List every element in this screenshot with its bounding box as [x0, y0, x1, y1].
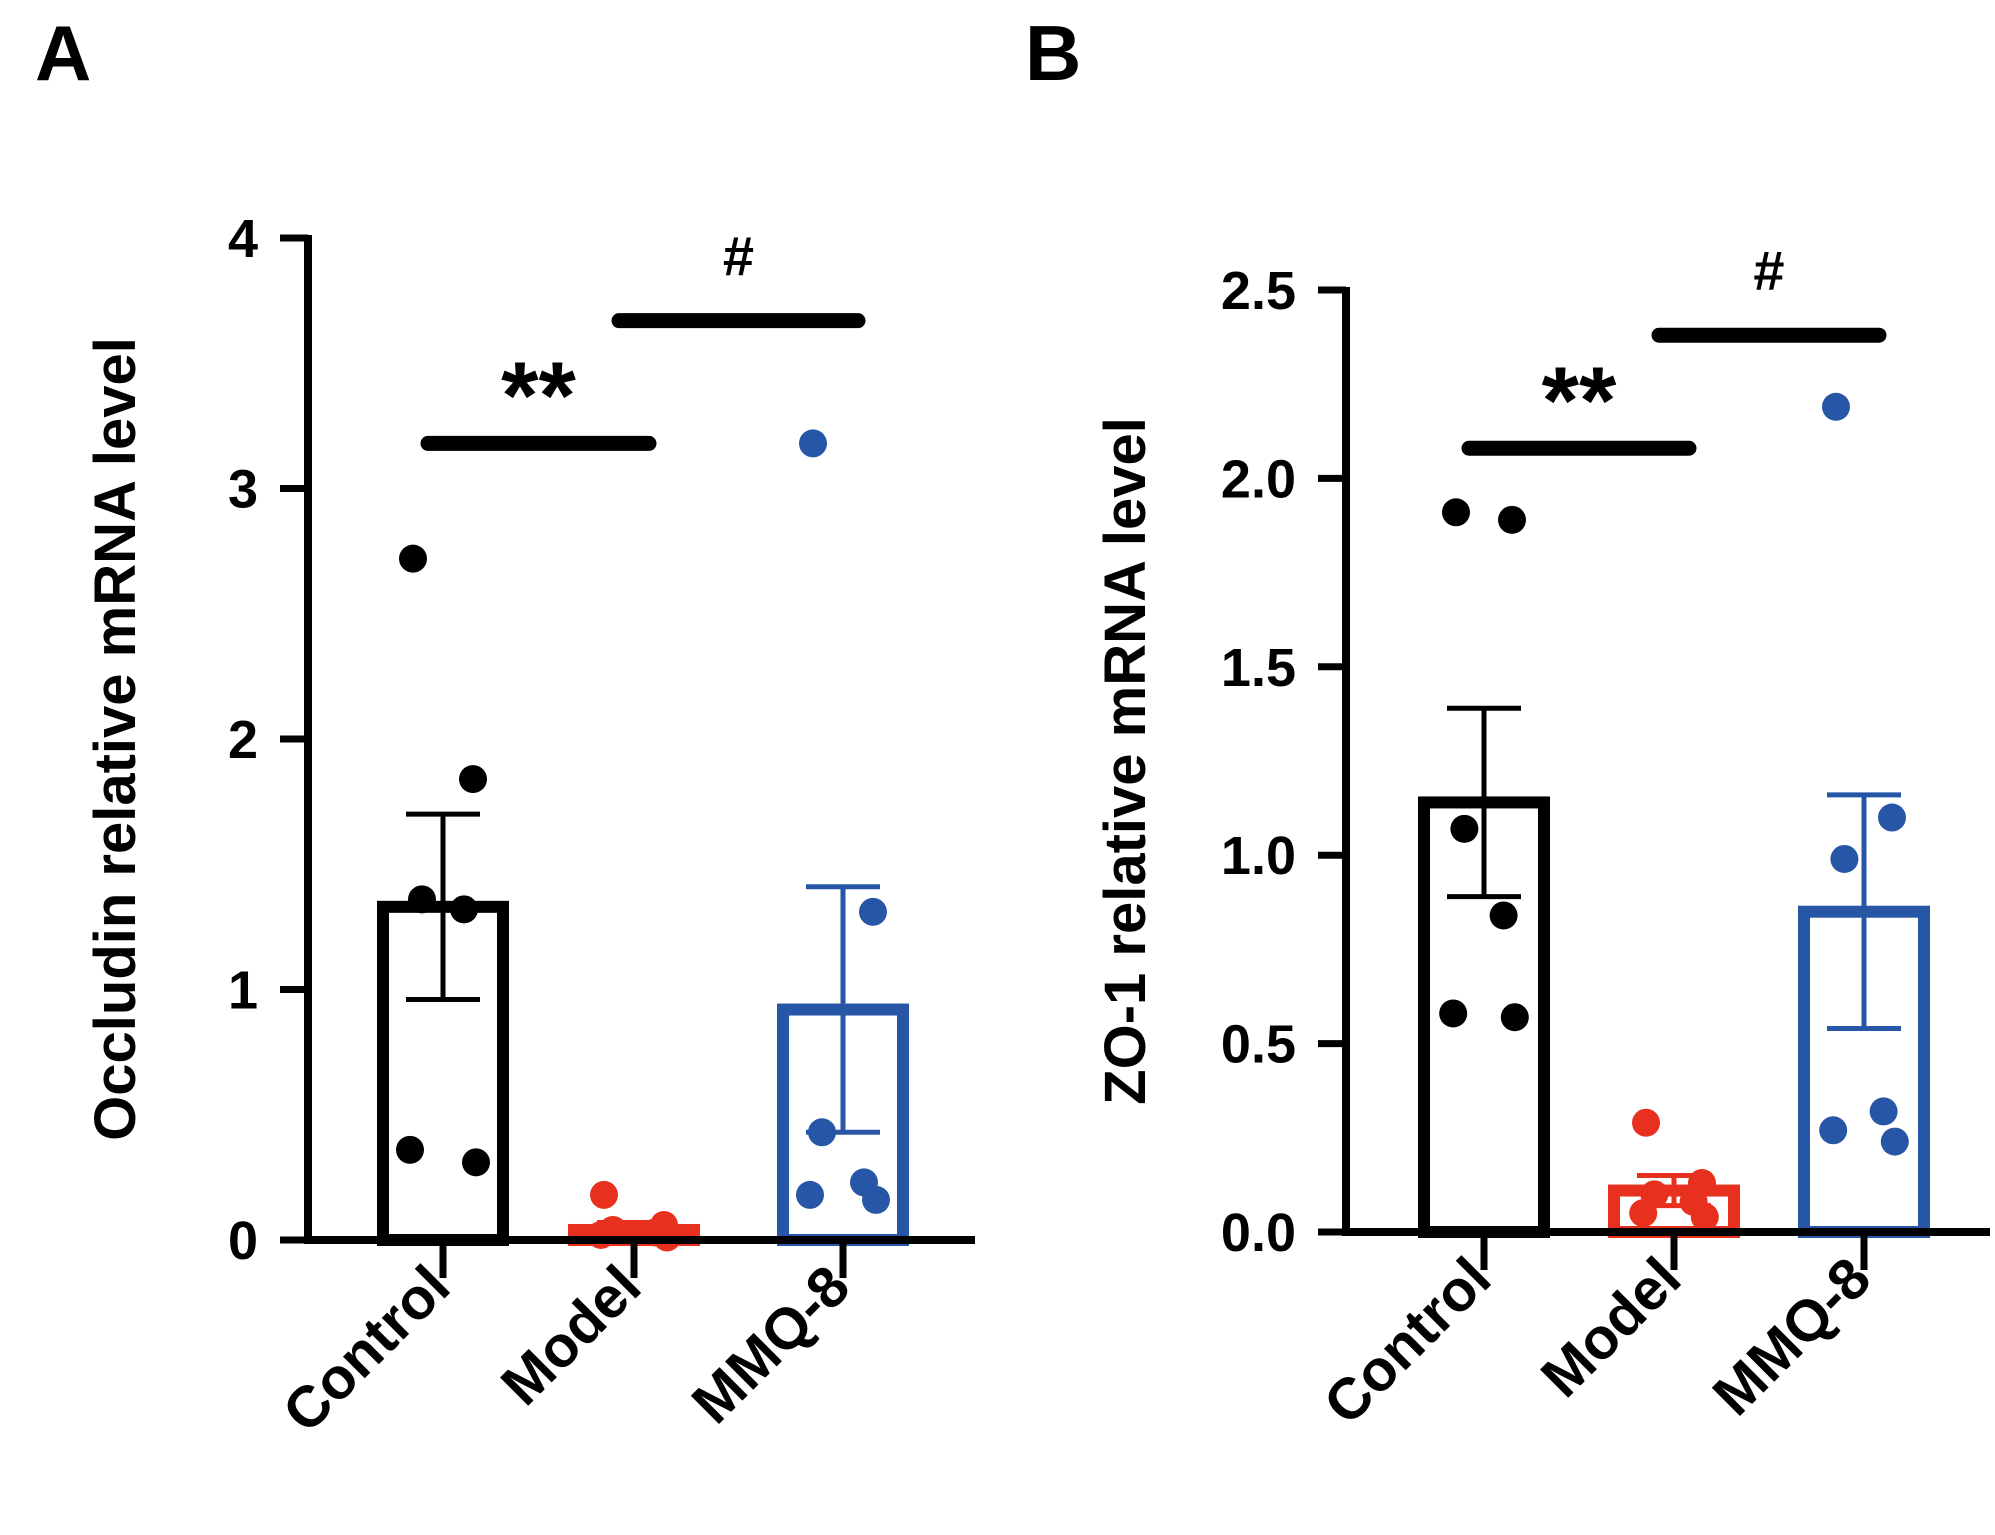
data-point: [1489, 901, 1518, 930]
y-tick-label: 0: [228, 1211, 258, 1271]
data-point: [1498, 505, 1526, 534]
significance-label: #: [723, 225, 754, 288]
data-point: [1869, 1097, 1898, 1126]
data-point: [1880, 1127, 1909, 1156]
significance-label: **: [501, 342, 576, 449]
y-axis-label: ZO-1 relative mRNA level: [1093, 417, 1158, 1105]
data-point: [459, 765, 487, 794]
y-tick-label: 4: [228, 209, 258, 269]
x-tick-label: Model: [1529, 1245, 1693, 1409]
data-point: [462, 1148, 490, 1177]
x-tick-label: MMQ-8: [680, 1253, 863, 1436]
panel-b: B ZO-1 relative mRNA level 0.0 0.5 1.0 1.5 2.0…: [1025, 9, 1990, 1437]
panel-a: A Occludin relative mRNA level 0 1 2 3 4 Contro…: [35, 9, 975, 1445]
y-axis-label: Occludin relative mRNA level: [83, 337, 148, 1141]
data-point: [1629, 1199, 1658, 1228]
y-tick-label: 1.5: [1221, 638, 1296, 698]
data-point: [1819, 1116, 1848, 1145]
y-tick-label: 2.0: [1221, 449, 1296, 509]
significance-label: #: [1753, 239, 1784, 302]
data-point: [1450, 814, 1479, 843]
y-tick-label: 1.0: [1221, 826, 1296, 886]
data-point: [1830, 844, 1859, 873]
data-point: [799, 429, 827, 458]
y-tick-label: 1: [228, 961, 258, 1021]
data-point: [396, 1135, 424, 1164]
data-point: [808, 1118, 836, 1147]
data-point: [587, 1220, 615, 1249]
data-point: [408, 885, 436, 914]
x-tick-label: Control: [1311, 1245, 1503, 1437]
data-point: [862, 1185, 890, 1214]
y-tick-label: 3: [228, 460, 258, 520]
data-point: [590, 1180, 618, 1209]
y-tick-label: 0.0: [1221, 1203, 1296, 1263]
data-point: [1500, 1003, 1529, 1032]
data-point: [859, 897, 887, 926]
x-tick-label: Model: [489, 1253, 653, 1417]
data-point: [1690, 1202, 1719, 1231]
data-point: [1822, 392, 1850, 421]
panel-label: B: [1025, 9, 1081, 97]
data-point: [1439, 999, 1468, 1028]
y-tick-label: 0.5: [1221, 1015, 1296, 1075]
x-tick-label: Control: [270, 1253, 462, 1445]
y-tick-label: 2.5: [1221, 261, 1296, 321]
data-point: [796, 1180, 824, 1209]
data-point: [1632, 1108, 1660, 1137]
data-point: [450, 895, 478, 924]
data-point: [1442, 498, 1470, 527]
data-point: [399, 544, 427, 573]
panel-label: A: [35, 9, 91, 97]
data-point: [1878, 803, 1906, 832]
y-tick-label: 2: [228, 710, 258, 770]
x-tick-label: MMQ-8: [1701, 1245, 1884, 1428]
significance-label: **: [1542, 347, 1617, 454]
